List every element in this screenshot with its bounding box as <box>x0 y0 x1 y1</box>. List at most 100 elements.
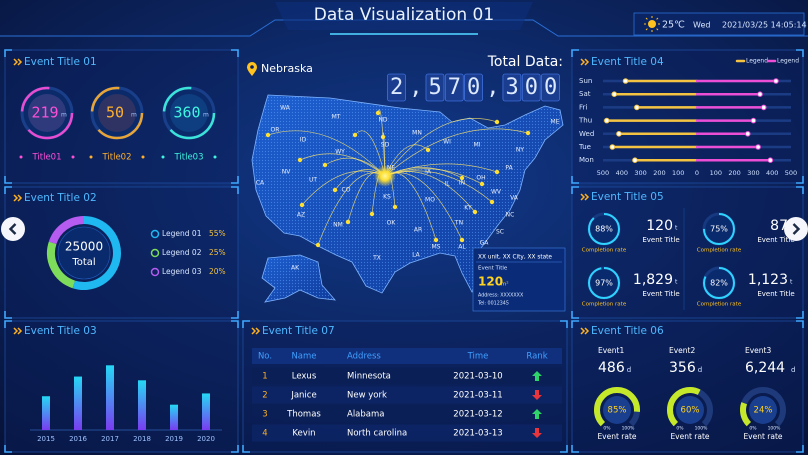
ring-value <box>703 267 735 299</box>
pin-icon <box>247 62 257 76</box>
x-tick-label: 200 <box>653 169 665 177</box>
state-label: KY <box>464 205 472 212</box>
panel-corners <box>242 320 568 453</box>
tooltip-box <box>472 247 566 312</box>
gauge-value: 50 <box>106 104 124 122</box>
bar-end <box>632 157 638 163</box>
table-cell: 1 <box>262 372 267 382</box>
x-tick-label: 2017 <box>101 435 119 443</box>
gauge-label: 24% <box>754 406 773 416</box>
x-tick-label: 2016 <box>69 435 87 443</box>
state-label: NY <box>516 147 524 154</box>
label-dot <box>141 155 145 159</box>
flow-line <box>377 109 386 177</box>
flow-dot <box>352 132 358 138</box>
gauge-value <box>740 387 786 433</box>
panel-corners <box>4 320 239 453</box>
x-tick-label: 100 <box>672 169 684 177</box>
legend-value: 25% <box>209 248 226 257</box>
nav-chevron <box>8 223 17 235</box>
panel <box>571 49 804 184</box>
bar-end <box>773 78 779 84</box>
state-label: CA <box>256 180 265 187</box>
rank-down <box>532 428 542 438</box>
digit-box <box>464 73 483 102</box>
title-chevrons <box>13 194 23 202</box>
ring-label: 82% <box>710 279 728 288</box>
panel-title: Event Title 07 <box>262 325 335 337</box>
bar-end <box>760 104 767 111</box>
panel-corners <box>571 320 804 453</box>
state-label: PA <box>505 165 513 172</box>
state-label: NV <box>282 169 291 176</box>
panel-corners <box>4 186 239 319</box>
item-label: Event Title <box>642 290 679 298</box>
column-header: Address <box>347 352 381 362</box>
y-tick-label: Tue <box>578 143 591 151</box>
gauge-max: 100% <box>622 426 636 432</box>
gauge-unit: m <box>61 112 67 119</box>
gauge-label: Title02 <box>101 153 131 163</box>
weekday: Wed <box>693 21 710 30</box>
gauge-face <box>676 396 704 424</box>
flow-dot <box>459 175 465 181</box>
gauge-inner <box>98 94 136 132</box>
flow-dot <box>525 130 531 136</box>
state-label: ID <box>300 137 307 144</box>
state-label: KS <box>383 194 391 201</box>
state-label: IA <box>425 169 432 176</box>
gauge-unit: m <box>131 112 137 119</box>
state-label: WA <box>280 105 291 112</box>
ring-label: 97% <box>595 279 613 288</box>
state-label: OH <box>476 175 485 182</box>
ring-value <box>588 267 620 299</box>
ring-label: 88% <box>595 225 613 234</box>
item-unit: t <box>675 279 678 286</box>
ring-value <box>588 213 620 245</box>
bar <box>138 380 146 430</box>
bar-end <box>755 144 761 150</box>
gauge-unit: m <box>203 112 209 119</box>
ring-caption: Completion rate <box>582 248 627 254</box>
table-cell: 2 <box>262 391 267 401</box>
sun-rays <box>644 16 660 32</box>
ring-caption: Completion rate <box>697 248 742 254</box>
state-label: WI <box>443 139 451 146</box>
table-cell: 3 <box>262 410 267 420</box>
state-label: GA <box>480 240 490 247</box>
title-chevrons <box>580 58 590 66</box>
panel-corners <box>571 49 804 184</box>
item-value: 1,829 <box>633 272 673 288</box>
item-label: Event Title <box>642 236 679 244</box>
panel <box>4 320 239 453</box>
legend-label: Legend 03 <box>162 267 202 276</box>
state-label: VA <box>510 195 519 202</box>
state-label: AZ <box>297 212 305 219</box>
bar-end <box>767 157 774 163</box>
donut-center-label: Total <box>71 257 95 268</box>
table-cell: 2021-03-11 <box>453 391 502 401</box>
column-header: No. <box>258 352 272 362</box>
tooltip-value: 120 <box>478 275 503 289</box>
state-label: ND <box>378 117 387 124</box>
bar-end <box>609 144 616 150</box>
nav-next[interactable] <box>784 217 808 241</box>
column-header: Rank <box>526 352 547 362</box>
x-tick-label: 300 <box>747 169 759 177</box>
gauge-label: 60% <box>681 406 700 416</box>
ring-value <box>703 213 735 245</box>
gauge-label: Title01 <box>31 153 61 163</box>
title-chevrons <box>13 58 23 66</box>
panel <box>4 186 239 319</box>
rank-down <box>532 390 542 400</box>
state-label: MI <box>474 142 481 149</box>
table-header <box>252 348 562 364</box>
nav-prev[interactable] <box>1 217 25 241</box>
gauge-face <box>749 396 777 424</box>
y-tick-label: Mon <box>579 156 594 164</box>
table-cell: Kevin <box>292 429 315 439</box>
table-cell: North carolina <box>347 429 407 439</box>
state-label: WY <box>335 149 345 156</box>
